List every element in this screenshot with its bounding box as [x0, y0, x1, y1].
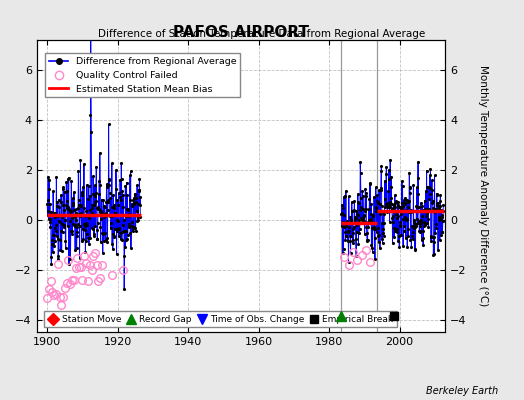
Legend: Station Move, Record Gap, Time of Obs. Change, Empirical Break: Station Move, Record Gap, Time of Obs. C… [45, 311, 397, 328]
Y-axis label: Monthly Temperature Anomaly Difference (°C): Monthly Temperature Anomaly Difference (… [478, 65, 488, 307]
Title: PAFOS AIRPORT: PAFOS AIRPORT [173, 25, 309, 40]
Text: Berkeley Earth: Berkeley Earth [425, 386, 498, 396]
Text: Difference of Station Temperature Data from Regional Average: Difference of Station Temperature Data f… [99, 29, 425, 39]
